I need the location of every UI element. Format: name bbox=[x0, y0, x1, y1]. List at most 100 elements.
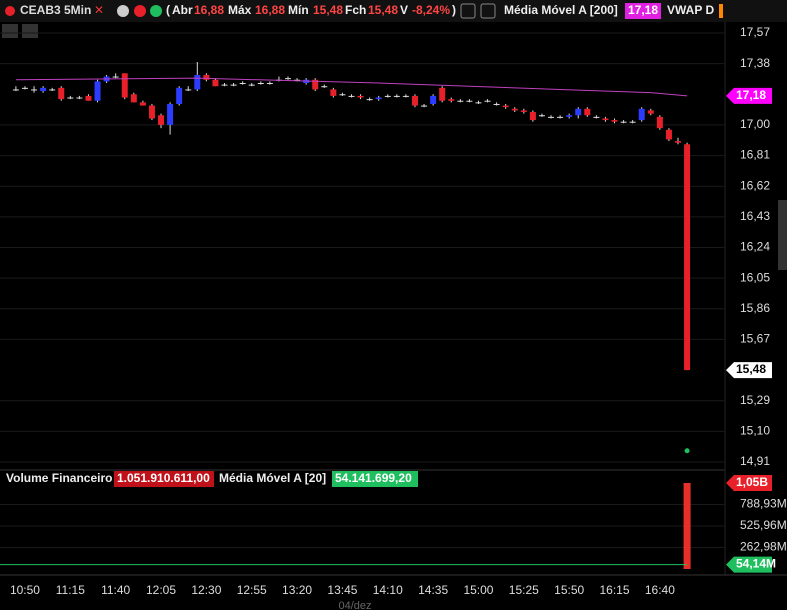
candle-body bbox=[520, 110, 527, 113]
candle-body bbox=[248, 84, 255, 86]
close-symbol[interactable]: ✕ bbox=[94, 3, 104, 17]
candle-body bbox=[647, 110, 654, 114]
low-label: Mín bbox=[288, 3, 309, 17]
price-tag bbox=[726, 556, 772, 573]
candle-body bbox=[620, 121, 627, 123]
candle-body bbox=[548, 116, 555, 118]
price-tag-label: 54,14M bbox=[736, 557, 776, 571]
y-tick-label: 17,38 bbox=[740, 56, 770, 70]
y-tick-label: 15,10 bbox=[740, 424, 770, 438]
vwap-color bbox=[719, 4, 723, 18]
candle-body bbox=[421, 105, 428, 107]
candle-body bbox=[665, 129, 672, 140]
y-tick-label: 15,67 bbox=[740, 332, 770, 346]
price-tag-label: 1,05B bbox=[736, 475, 768, 489]
value-label: 1.051.910.611,00 bbox=[117, 471, 210, 485]
candle-body bbox=[185, 89, 192, 91]
symbol[interactable]: CEAB3 5Min bbox=[20, 3, 91, 17]
price-tag-label: 15,48 bbox=[736, 362, 766, 376]
value-box bbox=[114, 471, 214, 487]
y-tick-label: 16,24 bbox=[740, 240, 770, 254]
y-tick-label: 15,29 bbox=[740, 393, 770, 407]
candle-body bbox=[194, 74, 201, 90]
x-tick-label: 14:10 bbox=[373, 583, 403, 597]
candle-body bbox=[475, 102, 482, 104]
close: 15,48 bbox=[368, 3, 398, 17]
volume-bar bbox=[683, 483, 691, 569]
y-tick-label: 14,91 bbox=[740, 454, 770, 468]
candle-body bbox=[76, 97, 83, 99]
record-icon[interactable] bbox=[134, 5, 146, 17]
candle-body bbox=[121, 73, 128, 98]
candle-body bbox=[148, 105, 155, 119]
y-tick-label: 17,00 bbox=[740, 117, 770, 131]
candle-body bbox=[94, 81, 101, 101]
candle-body bbox=[312, 79, 319, 90]
x-tick-label: 12:30 bbox=[191, 583, 221, 597]
candle-body bbox=[656, 116, 663, 129]
candle-body bbox=[12, 89, 19, 91]
candle-body bbox=[239, 82, 246, 84]
collapse-button[interactable] bbox=[460, 3, 476, 19]
price-tag bbox=[726, 87, 772, 104]
candle-body bbox=[167, 103, 174, 125]
y-tick-label: 16,62 bbox=[740, 178, 770, 192]
tool-button[interactable] bbox=[22, 24, 38, 38]
x-tick-label: 12:55 bbox=[237, 583, 267, 597]
candle-body bbox=[675, 141, 682, 143]
ma-label: 54.141.699,20 bbox=[335, 471, 412, 485]
panel-title: Volume Financeiro bbox=[6, 471, 112, 485]
candle-body bbox=[266, 82, 273, 84]
candle-body bbox=[566, 115, 573, 117]
candle-body bbox=[285, 78, 291, 80]
close-label: Fch bbox=[345, 3, 366, 17]
tool-button[interactable] bbox=[2, 24, 18, 38]
candle-body bbox=[85, 95, 92, 101]
candle-body bbox=[439, 87, 446, 101]
x-tick-label: 15:50 bbox=[554, 583, 584, 597]
y-tick-label: 16,81 bbox=[740, 148, 770, 162]
candle-body bbox=[384, 95, 391, 97]
status-icon[interactable] bbox=[150, 5, 162, 17]
low: 15,48 bbox=[313, 3, 343, 17]
x-tick-label: 14:35 bbox=[418, 583, 448, 597]
candle-body bbox=[294, 79, 301, 81]
candle-body bbox=[593, 116, 600, 118]
candle-body bbox=[203, 74, 210, 80]
candle-body bbox=[330, 89, 337, 96]
candle-body bbox=[176, 87, 183, 104]
ma-box bbox=[332, 471, 418, 487]
candle-body bbox=[58, 87, 65, 100]
candle-body bbox=[629, 121, 636, 123]
candle-body bbox=[212, 79, 219, 87]
candle-body bbox=[357, 95, 364, 98]
x-tick-label: 11:40 bbox=[101, 583, 130, 597]
candle-body bbox=[321, 86, 328, 88]
candle-body bbox=[529, 112, 536, 121]
candle-body bbox=[611, 120, 618, 122]
candle-body bbox=[40, 87, 47, 92]
candle-body bbox=[638, 108, 645, 121]
side-handle[interactable] bbox=[778, 200, 787, 270]
price-tag-label: 17,18 bbox=[736, 88, 766, 102]
add-button[interactable] bbox=[480, 3, 496, 19]
y-tick-label: 262,98M bbox=[740, 540, 787, 554]
marker-dot bbox=[684, 448, 690, 454]
var-label: V bbox=[400, 3, 408, 17]
candle-body bbox=[557, 116, 564, 118]
candle-body bbox=[430, 95, 437, 104]
settings-icon[interactable] bbox=[117, 5, 129, 17]
paren: ) bbox=[452, 3, 456, 17]
price-tag bbox=[726, 362, 772, 379]
candle-body bbox=[511, 108, 518, 111]
y-tick-label: 16,05 bbox=[740, 270, 770, 284]
candle-body bbox=[230, 84, 237, 86]
candle-body bbox=[139, 102, 146, 106]
x-tick-label: 12:05 bbox=[146, 583, 176, 597]
candle-body bbox=[538, 115, 545, 117]
x-tick-label: 13:45 bbox=[327, 583, 357, 597]
high: 16,88 bbox=[255, 3, 285, 17]
var: -8,24% bbox=[412, 3, 450, 17]
candle-body bbox=[684, 144, 691, 371]
